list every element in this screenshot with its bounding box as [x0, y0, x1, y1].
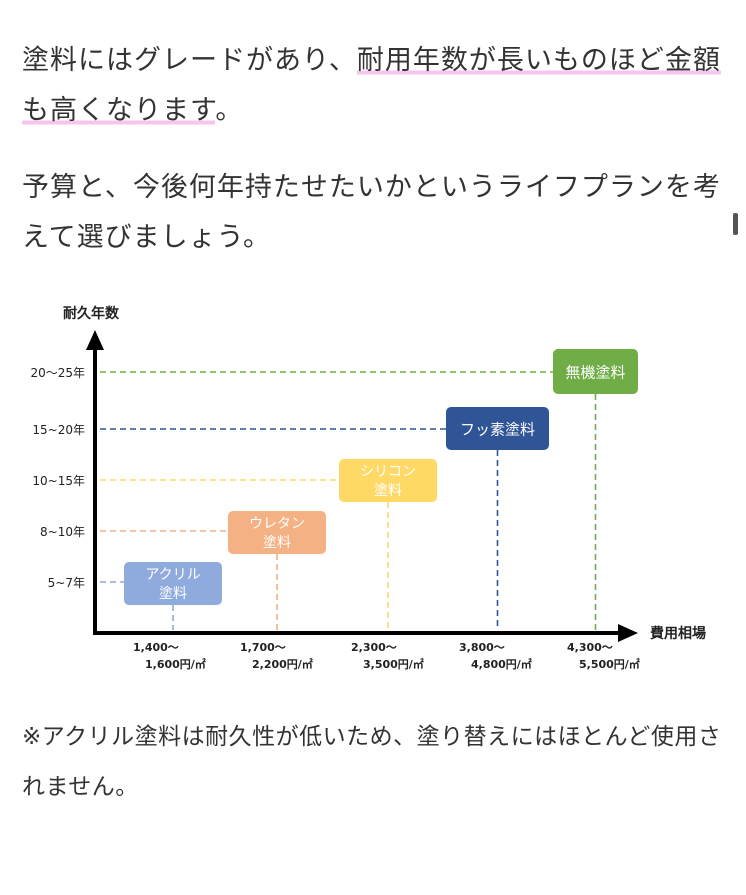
- paint-box-label: ウレタン: [249, 516, 305, 532]
- paint-box: [446, 407, 549, 450]
- paint-box: [553, 349, 638, 394]
- paint-box: [124, 562, 222, 605]
- y-tick-label: 15~20年: [32, 423, 85, 437]
- x-tick-label: 4,800円/㎡: [471, 657, 532, 671]
- x-tick-label: 3,500円/㎡: [363, 657, 424, 671]
- x-tick-label: 1,400〜: [133, 641, 179, 654]
- y-tick-label: 5~7年: [48, 576, 85, 590]
- x-tick-label: 5,500円/㎡: [579, 657, 640, 671]
- intro-text: 塗料にはグレードがあり、: [22, 45, 357, 76]
- y-tick-label: 10~15年: [32, 474, 85, 488]
- x-axis-arrow: [618, 624, 638, 642]
- paint-box: [339, 459, 437, 502]
- y-axis-arrow: [86, 330, 104, 350]
- paint-box-label: フッ素塗料: [460, 421, 535, 439]
- x-tick-labels: 1,400〜 1,600円/㎡ 1,700〜 2,200円/㎡ 2,300〜 3,500円…: [133, 641, 640, 671]
- intro-text-end: 。: [215, 95, 244, 126]
- x-tick-label: 2,200円/㎡: [252, 657, 313, 671]
- x-tick-label: 4,300〜: [567, 641, 613, 654]
- note-paragraph: ※アクリル塗料は耐久性が低いため、塗り替えにはほとんど使用されません。: [22, 724, 722, 800]
- y-tick-label: 20〜25年: [30, 366, 85, 380]
- guide-lines: [100, 371, 597, 630]
- scrollbar-thumb[interactable]: [733, 213, 738, 235]
- paint-box-label: 塗料: [263, 534, 291, 551]
- paint-box-label: シリコン: [360, 464, 416, 480]
- paint-box-label: アクリル: [145, 567, 200, 583]
- x-tick-label: 1,600円/㎡: [145, 657, 206, 671]
- paint-box-label: 塗料: [374, 482, 402, 499]
- x-tick-label: 2,300〜: [351, 641, 397, 654]
- chart-axes: 耐久年数 費用相場: [63, 305, 706, 642]
- advice-paragraph: 予算と、今後何年持たせたいかというライフプランを考えて選びましょう。: [22, 172, 721, 253]
- paint-box: [228, 511, 326, 554]
- paint-box-label: 塗料: [159, 585, 187, 602]
- y-axis-title: 耐久年数: [63, 305, 120, 322]
- y-tick-labels: 5~7年 8~10年 10~15年 15~20年 20〜25年: [30, 366, 85, 590]
- x-tick-label: 3,800〜: [459, 641, 505, 654]
- durability-cost-chart: 耐久年数 費用相場 5~7年 8~10年 10~15年 15~20年 20〜25年 1,…: [30, 305, 706, 671]
- x-tick-label: 1,700〜: [240, 641, 286, 654]
- y-tick-label: 8~10年: [40, 525, 85, 539]
- intro-paragraph: 塗料にはグレードがあり、耐用年数が長いものほど金額も高くなります。: [22, 36, 726, 136]
- x-axis-title: 費用相場: [650, 625, 706, 642]
- paint-box-label: 無機塗料: [565, 364, 625, 382]
